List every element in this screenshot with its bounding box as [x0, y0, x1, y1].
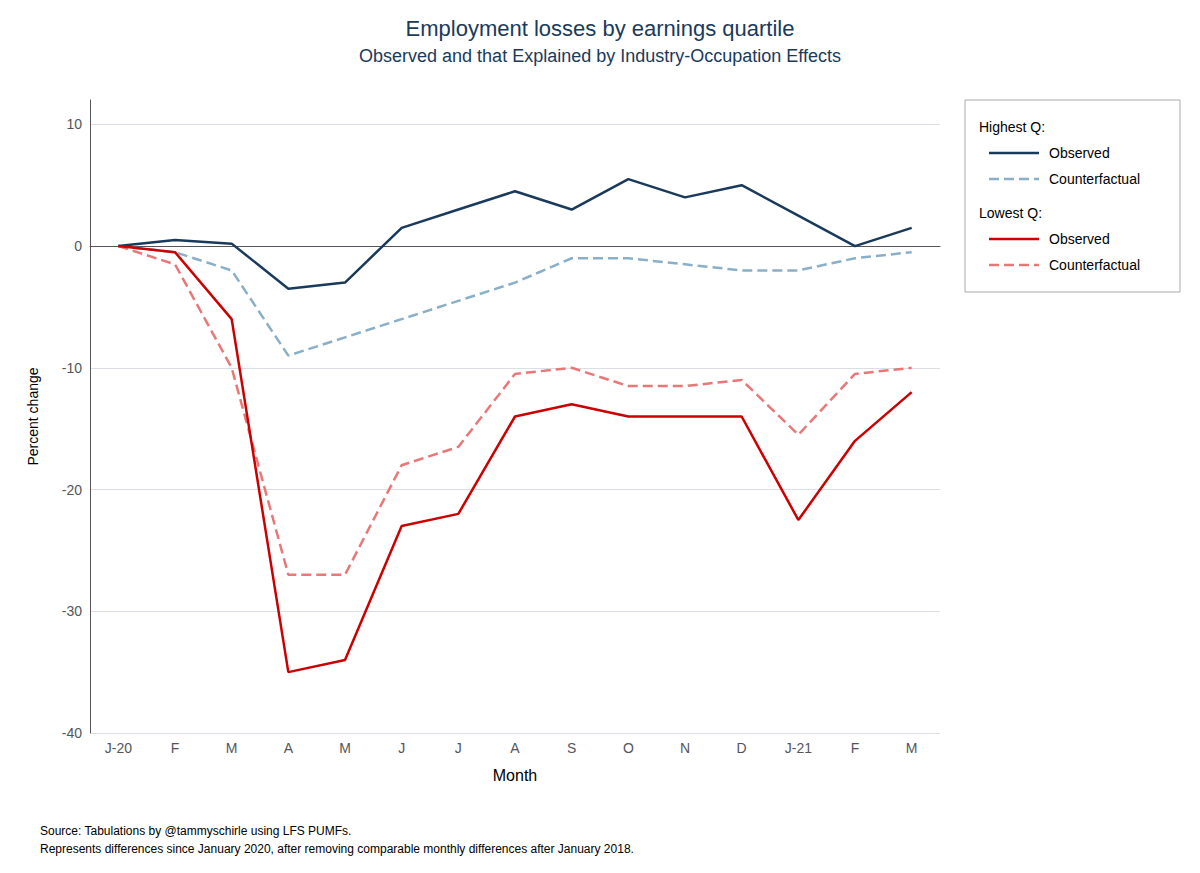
svg-text:Source: Tabulations by @tammys: Source: Tabulations by @tammyschirle usi… [40, 824, 351, 838]
svg-text:10: 10 [66, 116, 82, 132]
svg-text:S: S [567, 740, 576, 756]
svg-text:M: M [906, 740, 918, 756]
svg-text:Percent change: Percent change [25, 367, 41, 465]
svg-text:F: F [851, 740, 860, 756]
svg-text:J-21: J-21 [785, 740, 812, 756]
svg-text:M: M [339, 740, 351, 756]
svg-text:-10: -10 [62, 360, 82, 376]
svg-text:O: O [623, 740, 634, 756]
svg-text:A: A [284, 740, 294, 756]
svg-text:Lowest Q:: Lowest Q: [979, 205, 1042, 221]
svg-text:0: 0 [74, 238, 82, 254]
svg-text:-20: -20 [62, 482, 82, 498]
svg-text:F: F [171, 740, 180, 756]
svg-text:-30: -30 [62, 603, 82, 619]
svg-text:J: J [398, 740, 405, 756]
svg-text:J-20: J-20 [105, 740, 132, 756]
svg-text:Represents differences since J: Represents differences since January 202… [40, 842, 634, 856]
svg-text:Observed: Observed [1049, 145, 1110, 161]
svg-text:M: M [226, 740, 238, 756]
svg-text:J: J [455, 740, 462, 756]
svg-text:Employment losses by earnings: Employment losses by earnings quartile [406, 16, 795, 41]
svg-text:Counterfactual: Counterfactual [1049, 257, 1140, 273]
svg-text:Month: Month [493, 767, 537, 784]
svg-text:Highest Q:: Highest Q: [979, 119, 1045, 135]
svg-text:Observed: Observed [1049, 231, 1110, 247]
svg-text:N: N [680, 740, 690, 756]
svg-text:A: A [510, 740, 520, 756]
svg-text:D: D [737, 740, 747, 756]
svg-text:Counterfactual: Counterfactual [1049, 171, 1140, 187]
svg-text:-40: -40 [62, 725, 82, 741]
svg-text:Observed and that Explained by: Observed and that Explained by Industry-… [359, 46, 841, 66]
